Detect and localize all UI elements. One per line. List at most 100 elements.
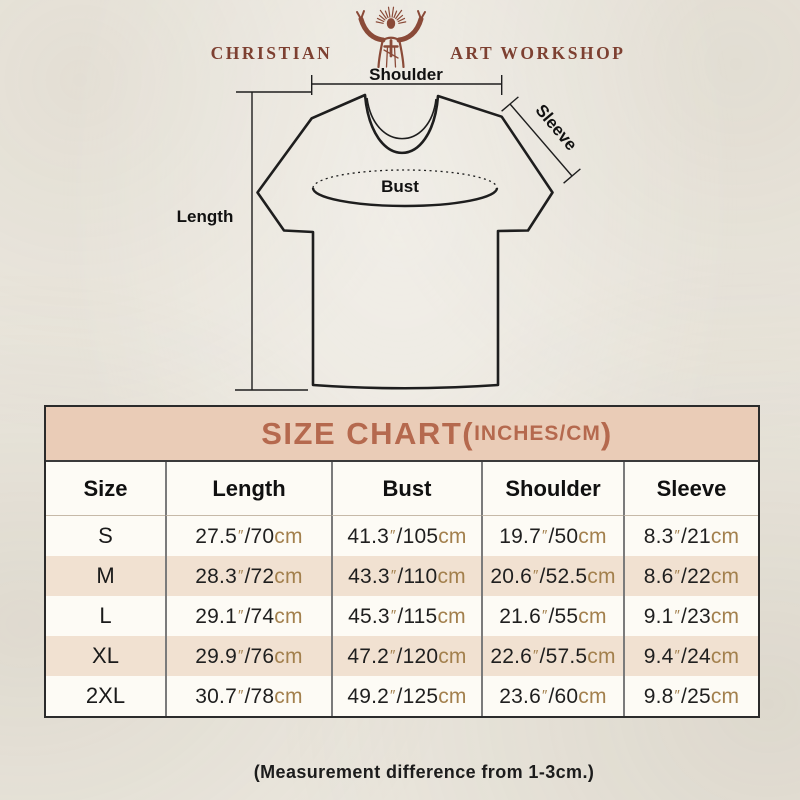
inches-value: 21.6 — [499, 605, 541, 628]
cm-value: /60 — [548, 685, 579, 708]
inches-value: 9.1 — [643, 605, 674, 628]
measurement-cell: 9.4″/24cm — [623, 636, 758, 676]
cm-unit: cm — [274, 685, 303, 708]
measurement-cell: 29.9″/76cm — [165, 636, 331, 676]
bust-label: Bust — [381, 177, 419, 196]
column-header: Bust — [331, 462, 481, 516]
inch-mark: ″ — [237, 567, 244, 584]
inch-mark: ″ — [390, 687, 396, 704]
cm-unit: cm — [274, 645, 303, 668]
robe — [377, 37, 405, 68]
measurement-cell: 9.1″/23cm — [623, 596, 758, 636]
inch-mark: ″ — [533, 647, 539, 664]
inches-value: 9.4 — [643, 645, 674, 668]
cm-unit: cm — [710, 685, 740, 708]
cm-value: /22 — [681, 565, 711, 588]
cm-unit: cm — [437, 605, 466, 628]
cm-value: /78 — [244, 685, 275, 708]
inch-mark: ″ — [390, 527, 396, 544]
brand-text-right: ART WORKSHOP — [450, 43, 626, 63]
inch-mark: ″ — [237, 527, 244, 544]
column-header: Sleeve — [623, 462, 758, 516]
cm-value: /55 — [548, 605, 579, 628]
head — [387, 18, 396, 29]
inch-mark: ″ — [541, 607, 548, 624]
cm-unit: cm — [710, 565, 740, 588]
cm-unit: cm — [710, 525, 740, 548]
size-chart-table: SIZE CHART(INCHES/CM) Size Length Bust Shou… — [44, 405, 760, 718]
shoulder-label: Shoulder — [369, 65, 443, 84]
cm-unit: cm — [578, 685, 607, 708]
cm-value: /21 — [681, 525, 711, 548]
chest-cross — [383, 39, 399, 58]
cm-unit: cm — [437, 565, 466, 588]
inches-value: 8.6 — [643, 565, 674, 588]
size-chart-title-main: SIZE CHART( — [261, 415, 475, 451]
hands — [356, 10, 427, 20]
cm-unit: cm — [274, 565, 303, 588]
measurement-cell: 8.3″/21cm — [623, 516, 758, 556]
cm-value: /70 — [244, 525, 275, 548]
cm-value: /115 — [397, 605, 438, 628]
inches-value: 27.5 — [195, 525, 237, 548]
tshirt-measure-diagram: Shoulder Bust Length Sleeve — [177, 65, 581, 391]
shoulder-measure-line — [311, 75, 503, 95]
measurement-cell: 22.6″/57.5cm — [481, 636, 623, 676]
measurement-cell: 19.7″/50cm — [481, 516, 623, 556]
cm-unit: cm — [578, 525, 607, 548]
inches-value: 9.8 — [643, 685, 674, 708]
measurement-cell: 49.2″/125cm — [331, 676, 481, 716]
cm-unit: cm — [578, 605, 607, 628]
column-header: Size — [46, 462, 165, 516]
length-label: Length — [177, 207, 234, 226]
cm-value: /72 — [244, 565, 275, 588]
cm-unit: cm — [710, 645, 740, 668]
cm-value: /24 — [681, 645, 711, 668]
size-chart-grid: Size Length Bust Shoulder Sleeve S 27.5″/70cm 4… — [46, 462, 758, 716]
inch-mark: ″ — [390, 607, 397, 624]
measurement-cell: 20.6″/52.5cm — [481, 556, 623, 596]
inches-value: 47.2 — [347, 645, 390, 668]
brand-text-left: CHRISTIAN — [210, 43, 333, 63]
inch-mark: ″ — [237, 647, 244, 664]
size-cell: L — [46, 596, 165, 636]
cm-unit: cm — [587, 565, 616, 588]
cm-value: /105 — [396, 525, 439, 548]
inches-value: 45.3 — [348, 605, 390, 628]
inches-value: 29.9 — [195, 645, 237, 668]
column-header: Length — [165, 462, 331, 516]
inch-mark: ″ — [541, 687, 548, 704]
inches-value: 23.6 — [499, 685, 541, 708]
inches-value: 28.3 — [195, 565, 237, 588]
measurement-cell: 47.2″/120cm — [331, 636, 481, 676]
inches-value: 41.3 — [347, 525, 390, 548]
inch-mark: ″ — [674, 567, 681, 584]
measurement-cell: 8.6″/22cm — [623, 556, 758, 596]
inch-mark: ″ — [390, 567, 397, 584]
inches-value: 43.3 — [348, 565, 390, 588]
inches-value: 20.6 — [490, 565, 533, 588]
inches-value: 19.7 — [499, 525, 541, 548]
cm-value: /120 — [396, 645, 439, 668]
measurement-cell: 23.6″/60cm — [481, 676, 623, 716]
measurement-cell: 43.3″/110cm — [331, 556, 481, 596]
jesus-emblem-icon — [356, 6, 427, 68]
inch-mark: ″ — [541, 527, 548, 544]
inches-value: 30.7 — [195, 685, 237, 708]
cm-unit: cm — [438, 645, 467, 668]
cm-value: /52.5 — [539, 565, 588, 588]
shoulders — [382, 36, 401, 42]
cm-value: /125 — [396, 685, 439, 708]
brand-logo: CHRISTIAN — [18, 6, 800, 68]
measurement-cell: 45.3″/115cm — [331, 596, 481, 636]
cm-value: /25 — [681, 685, 711, 708]
measurement-cell: 28.3″/72cm — [165, 556, 331, 596]
sleeve-label: Sleeve — [532, 101, 581, 154]
bust-ellipse-bottom — [311, 187, 499, 208]
size-chart-title-units: INCHES/CM — [474, 421, 601, 445]
size-chart-title: SIZE CHART(INCHES/CM) — [46, 407, 758, 462]
arms — [358, 16, 424, 43]
cm-value: /50 — [548, 525, 579, 548]
inch-mark: ″ — [237, 607, 244, 624]
inch-mark: ″ — [674, 647, 681, 664]
